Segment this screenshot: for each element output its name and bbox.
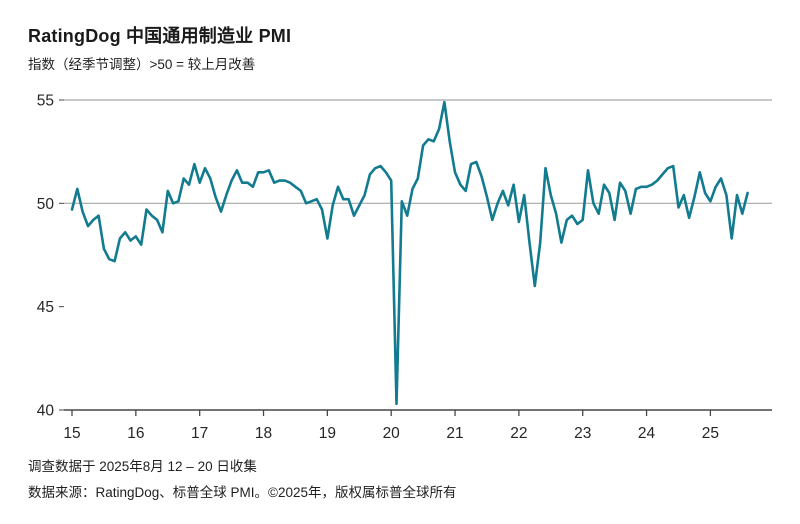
x-tick-label: 17 <box>191 425 208 442</box>
x-tick-label: 22 <box>510 425 527 442</box>
chart-subtitle: 指数（经季节调整）>50 = 较上月改善 <box>28 57 256 72</box>
x-tick-label: 16 <box>127 425 144 442</box>
y-tick-label: 55 <box>37 93 54 110</box>
y-tick-label: 40 <box>37 403 55 420</box>
source-note: 数据来源：RatingDog、标普全球 PMI。©2025年，版权属标普全球所有 <box>28 485 457 500</box>
y-tick-label: 50 <box>37 196 55 213</box>
x-tick-label: 23 <box>574 425 591 442</box>
x-tick-label: 20 <box>383 425 401 442</box>
collection-note: 调查数据于 2025年8月 12 – 20 日收集 <box>28 459 257 474</box>
x-tick-label: 18 <box>255 425 272 442</box>
y-tick-label: 45 <box>37 299 54 316</box>
x-tick-label: 21 <box>446 425 463 442</box>
chart-title: RatingDog 中国通用制造业 PMI <box>28 26 292 46</box>
x-tick-label: 25 <box>702 425 719 442</box>
x-tick-label: 24 <box>638 425 656 442</box>
x-tick-label: 19 <box>319 425 336 442</box>
pmi-series-line <box>70 100 749 406</box>
x-tick-label: 15 <box>63 425 80 442</box>
